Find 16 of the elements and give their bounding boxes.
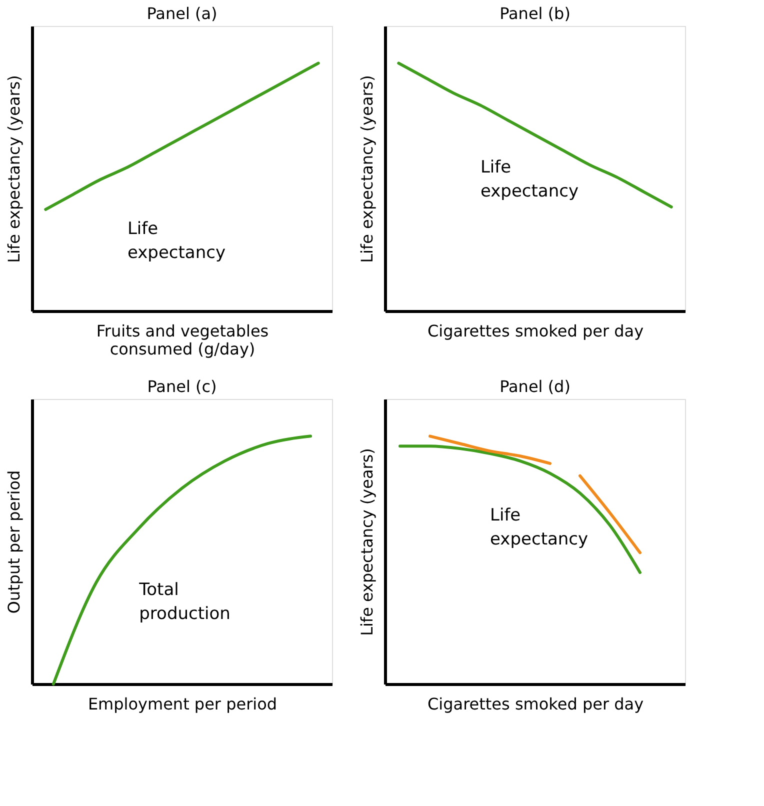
chart-title: Panel (c) bbox=[147, 377, 217, 396]
y-axis-title: Life expectancy (years) bbox=[4, 75, 24, 263]
chart-title: Panel (b) bbox=[500, 4, 570, 23]
series-label: Life expectancy bbox=[480, 157, 579, 202]
text: Life expectancy bbox=[127, 219, 226, 264]
x-axis-title: Cigarettes smoked per day bbox=[427, 694, 644, 714]
text: Total production bbox=[138, 580, 230, 624]
series-label: Life expectancy bbox=[490, 505, 588, 550]
x-axis-title: Employment per period bbox=[88, 694, 278, 714]
chart-title: Panel (a) bbox=[146, 4, 218, 23]
y-axis-title: Life expectancy (years) bbox=[358, 75, 376, 263]
x-axis-title: Cigarettes smoked per day bbox=[427, 322, 644, 340]
y-axis-title: Output per period bbox=[4, 470, 24, 614]
chart-title: Panel (d) bbox=[500, 377, 570, 396]
y-axis-title: Life expectancy (years) bbox=[358, 448, 376, 636]
x-axis-title: Fruits and vegetables consumed (g/day) bbox=[96, 322, 269, 358]
